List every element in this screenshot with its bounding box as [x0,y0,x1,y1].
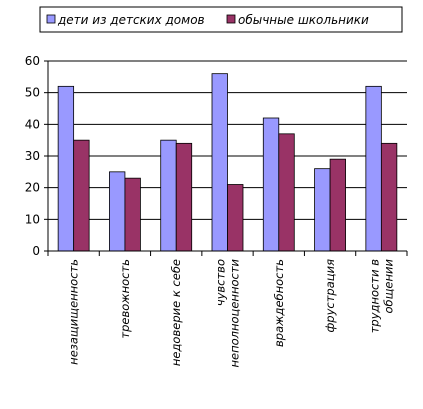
category-label-4-line-1: чувство [214,259,228,306]
bar-s2-c1 [73,139,90,252]
bar-s1-c7 [365,85,382,252]
y-tick-label-60: 60 [25,54,40,68]
category-label-1: незащищенность [67,259,81,365]
category-labels: незащищенность тревожность недоверие к себ… [67,258,396,367]
bar-s2-c5 [278,133,295,252]
category-label-7-line-1: трудности в [367,259,381,333]
bar-s2-c4 [227,184,244,252]
y-axis-ticks: 0 10 20 30 40 50 60 [25,54,48,258]
bar-s1-c4 [211,73,228,252]
bar-s1-c6 [314,168,331,252]
bar-s1-c5 [262,117,280,252]
category-label-6: фрустрация [323,259,337,333]
category-label-5: враждебность [272,259,286,347]
category-label-2: тревожность [118,259,132,339]
y-tick-label-50: 50 [25,86,40,100]
bar-s1-c1 [57,85,75,252]
y-tick-label-0: 0 [32,244,40,258]
y-tick-label-30: 30 [25,149,40,163]
bar-s2-c6 [329,158,346,252]
bar-s1-c3 [160,139,177,252]
axes [47,61,408,256]
bars [57,73,398,252]
bar-s2-c3 [175,142,193,252]
category-label-7-line-2: общении [381,258,395,313]
bar-s2-c7 [380,142,398,252]
bar-s2-c2 [124,177,141,252]
legend-swatch-2 [226,14,236,24]
bar-s1-c2 [109,171,126,252]
legend-swatch-1 [46,14,56,24]
legend: дети из детских домов обычные школьники [39,6,403,33]
legend-box [39,6,403,33]
y-tick-label-20: 20 [25,181,40,195]
y-tick-label-10: 10 [25,212,40,226]
legend-label-2: обычные школьники [238,13,369,27]
y-tick-label-40: 40 [25,117,40,131]
legend-label-1: дети из детских домов [57,13,205,27]
category-label-3: недоверие к себе [169,259,183,366]
category-label-4-line-2: неполноценности [228,258,242,367]
